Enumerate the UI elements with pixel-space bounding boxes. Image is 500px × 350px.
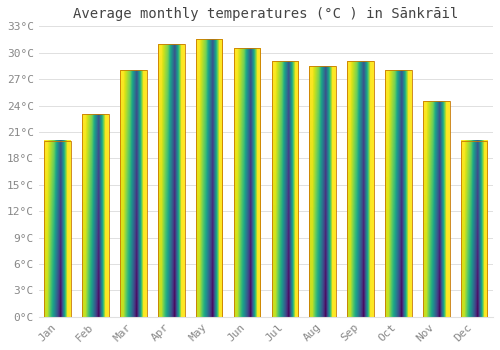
- Bar: [348, 62, 374, 317]
- Bar: [120, 70, 146, 317]
- Bar: [234, 48, 260, 317]
- Bar: [461, 141, 487, 317]
- Bar: [158, 44, 184, 317]
- Bar: [82, 114, 109, 317]
- Bar: [196, 40, 222, 317]
- Title: Average monthly temperatures (°C ) in Sānkrāil: Average monthly temperatures (°C ) in Sā…: [74, 7, 458, 21]
- Bar: [423, 101, 450, 317]
- Bar: [44, 141, 71, 317]
- Bar: [272, 62, 298, 317]
- Bar: [310, 66, 336, 317]
- Bar: [385, 70, 411, 317]
